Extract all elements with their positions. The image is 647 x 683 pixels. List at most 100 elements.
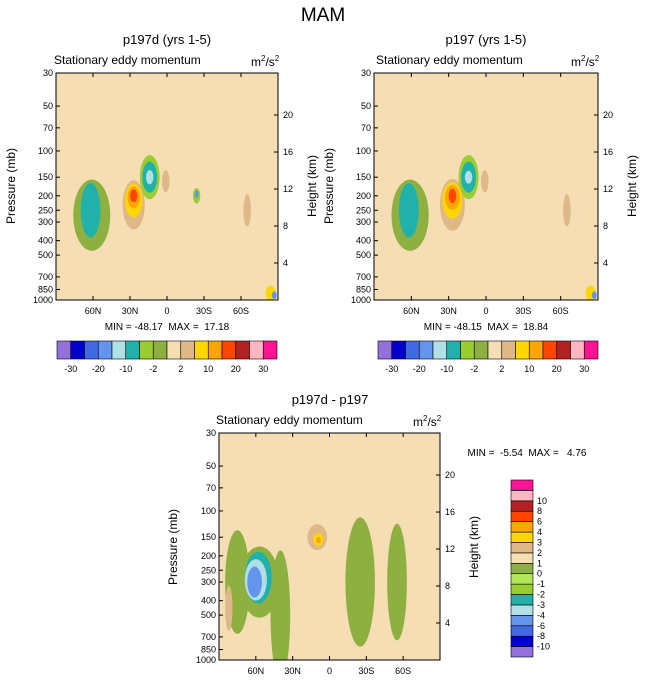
panel2-xtick-label-4: 60S	[553, 306, 569, 316]
panel1-cb-box-6	[139, 340, 154, 360]
panel3-cb-label-3: -4	[537, 610, 545, 620]
panel3-cb-box-4	[510, 604, 534, 616]
panel3-cb-box-9	[510, 552, 534, 564]
panel3-htick-label-2: 12	[445, 544, 455, 554]
panel3-field	[219, 433, 440, 660]
panel1-cb-label-4: 2	[178, 364, 183, 374]
panel3: 3050701001502002503004005007008501000481…	[166, 392, 587, 676]
panel3-ylabel-right: Height (km)	[467, 516, 481, 578]
panel1-xtick-label-1: 30N	[122, 306, 139, 316]
panel3-title: p197d - p197	[292, 392, 369, 407]
figure-title: MAM	[301, 5, 345, 26]
panel3-ptick-label-0: 30	[206, 428, 216, 438]
panel1-ptick-label-5: 200	[38, 191, 53, 201]
panel3-htick-label-1: 8	[445, 581, 450, 591]
panel3-cb-box-2	[510, 625, 534, 637]
panel1-cb-box-13	[235, 340, 250, 360]
panel1-htick-label-1: 8	[283, 221, 288, 231]
panel1-xtick-label-4: 60S	[233, 306, 249, 316]
panel2-xtick-label-0: 60N	[403, 306, 420, 316]
panel2-cb-box-8	[487, 340, 503, 360]
panel1-htick-label-3: 16	[283, 147, 293, 157]
panel1-cb-box-12	[221, 340, 237, 360]
panel3-cb-box-10	[510, 542, 534, 554]
panel2-cb-label-6: 20	[552, 364, 562, 374]
panel3-ptick-label-8: 400	[201, 596, 216, 606]
panel2-cb-box-7	[473, 340, 489, 360]
panel1-ptick-label-2: 70	[43, 123, 53, 133]
panel1-cb-box-2	[84, 340, 99, 360]
panel3-cb-box-5	[510, 594, 534, 606]
panel3-htick-label-3: 16	[445, 507, 455, 517]
panel2-cb-box-15	[583, 340, 599, 360]
panel1-cb-box-4	[111, 340, 127, 360]
panel3-cb-label-5: -2	[537, 590, 545, 600]
panel2-xtick-label-1: 30N	[440, 306, 457, 316]
panel1-cb-box-8	[166, 340, 182, 360]
panels: 3050701001502002503004005007008501000481…	[4, 32, 639, 676]
panel2-cb-label-1: -20	[413, 364, 426, 374]
panel2-cb-box-14	[570, 340, 585, 360]
panel1-cb-label-1: -20	[92, 364, 105, 374]
panel2-ptick-label-10: 700	[356, 272, 371, 282]
panel1-cb-box-15	[262, 340, 278, 360]
panel2-cb-label-0: -30	[385, 364, 398, 374]
panel2-ptick-label-6: 250	[356, 205, 371, 215]
panel1-ptick-label-11: 850	[38, 284, 53, 294]
panel1-cb-box-9	[180, 340, 195, 360]
panel2-cb-box-2	[405, 340, 420, 360]
panel1-field	[56, 73, 278, 300]
panel1-stats: MIN = -48.17 MAX = 17.18	[105, 322, 230, 333]
panel3-cb-box-13	[510, 510, 534, 522]
panel2-contour-10	[563, 194, 571, 227]
panel3-ptick-label-7: 300	[201, 577, 216, 587]
panel1-ptick-label-6: 250	[38, 205, 53, 215]
panel2-contour-5	[448, 188, 457, 203]
panel2-xtick-label-2: 0	[483, 306, 488, 316]
panel2-ptick-label-7: 300	[356, 217, 371, 227]
panel1-ptick-label-8: 400	[38, 236, 53, 246]
panel3-contour-8	[225, 585, 233, 631]
panel2-ptick-label-1: 50	[361, 101, 371, 111]
panel3-ylabel: Pressure (mb)	[166, 509, 180, 585]
panel1-ptick-label-1: 50	[43, 101, 53, 111]
panel1-cb-label-6: 20	[231, 364, 241, 374]
panel2-cb-label-4: 2	[499, 364, 504, 374]
panel2-ylabel-right: Height (km)	[625, 155, 639, 217]
panel3-cb-box-11	[510, 531, 534, 543]
panel1-ylabel-right: Height (km)	[305, 155, 319, 217]
panel3-field-bg	[219, 433, 440, 660]
panel1-xtick-label-2: 0	[164, 306, 169, 316]
panel3-cb-box-12	[510, 521, 534, 533]
panel2-contour-8	[464, 170, 473, 184]
panel3-cb-label-6: -1	[537, 579, 545, 589]
panel1-xtick-label-0: 60N	[85, 306, 102, 316]
panel2-ptick-label-12: 1000	[351, 295, 371, 305]
panel3-cb-label-1: -8	[537, 631, 545, 641]
panel1-contour-1	[80, 183, 101, 238]
panel2-htick-label-1: 8	[603, 221, 608, 231]
panel3-cb-box-14	[510, 500, 534, 512]
panel3-htick-label-4: 20	[445, 470, 455, 480]
panel3-ptick-label-6: 250	[201, 565, 216, 575]
panel2-cb-label-5: 10	[524, 364, 534, 374]
panel2-ptick-label-2: 70	[361, 123, 371, 133]
panel2-cb-label-7: 30	[579, 364, 589, 374]
panel1-contour-12	[243, 194, 251, 227]
panel2-cb-box-0	[377, 340, 393, 360]
panel1-ptick-label-4: 150	[38, 172, 53, 182]
panel3-cb-label-2: -6	[537, 621, 545, 631]
panel3-ptick-label-12: 1000	[196, 655, 216, 665]
panel2-htick-label-3: 16	[603, 147, 613, 157]
panel3-contour-10	[345, 517, 375, 647]
panel1-cb-box-14	[249, 340, 264, 360]
panel3-cb-label-0: -10	[537, 642, 550, 652]
panel2-stats: MIN = -48.15 MAX = 18.84	[424, 322, 549, 333]
panel1-units: m2/s2	[251, 54, 280, 69]
panel1-htick-label-0: 4	[283, 258, 288, 268]
panel1-cb-box-10	[194, 340, 209, 360]
panel1-ptick-label-0: 30	[43, 68, 53, 78]
panel3-xtick-label-4: 60S	[395, 666, 411, 676]
panel3-contour-7	[315, 536, 321, 544]
